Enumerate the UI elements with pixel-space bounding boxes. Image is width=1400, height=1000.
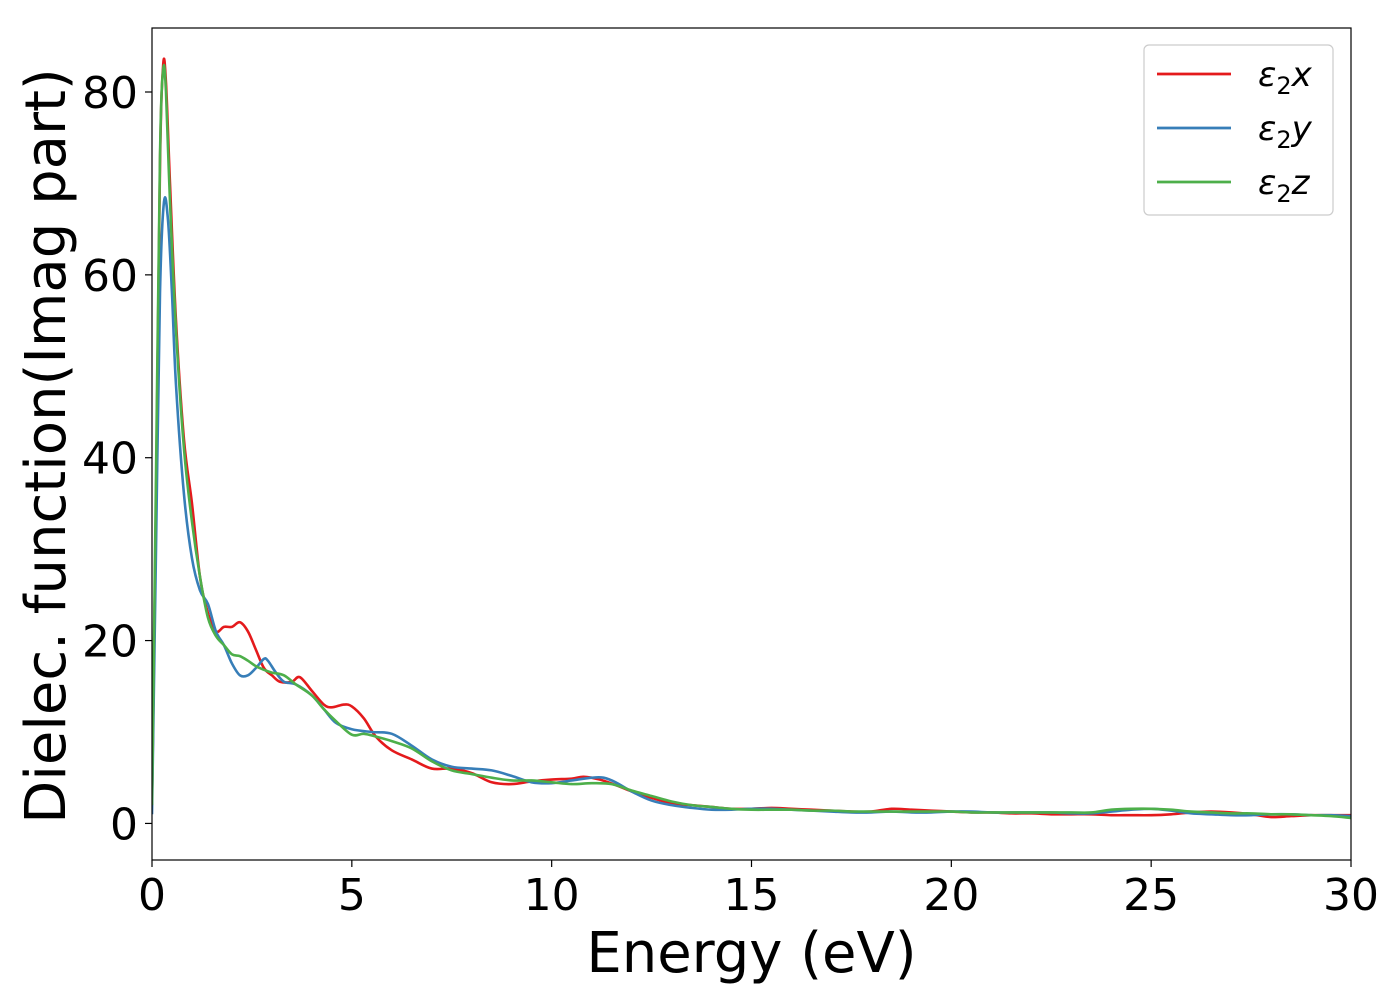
x-tick-label: 5 — [338, 870, 366, 921]
y-tick-label: 60 — [82, 251, 138, 302]
legend-box — [1143, 44, 1334, 216]
series-line-y — [152, 195, 1351, 818]
legend: ε2x ε2y ε2z — [1143, 44, 1334, 216]
x-tick-label: 10 — [524, 870, 580, 921]
legend-label-z: ε2z — [1258, 163, 1311, 208]
y-axis-ticks: 0 20 40 60 80 — [82, 68, 152, 850]
legend-label-x: ε2x — [1258, 55, 1313, 100]
x-tick-label: 30 — [1323, 870, 1379, 921]
legend-label-y: ε2y — [1258, 109, 1313, 154]
series-layer — [152, 57, 1351, 820]
x-tick-label: 15 — [724, 870, 780, 921]
y-tick-label: 80 — [82, 68, 138, 119]
y-tick-label: 0 — [110, 799, 138, 850]
y-tick-label: 20 — [82, 617, 138, 668]
x-axis-ticks: 0 5 10 15 20 25 30 — [138, 860, 1379, 921]
y-tick-label: 40 — [82, 434, 138, 485]
series-line-z — [152, 63, 1351, 820]
y-axis-label: Dielec. function(Imag part) — [14, 68, 79, 824]
x-tick-label: 20 — [923, 870, 979, 921]
x-tick-label: 25 — [1123, 870, 1179, 921]
x-tick-label: 0 — [138, 870, 166, 921]
x-axis-label: Energy (eV) — [586, 921, 916, 986]
